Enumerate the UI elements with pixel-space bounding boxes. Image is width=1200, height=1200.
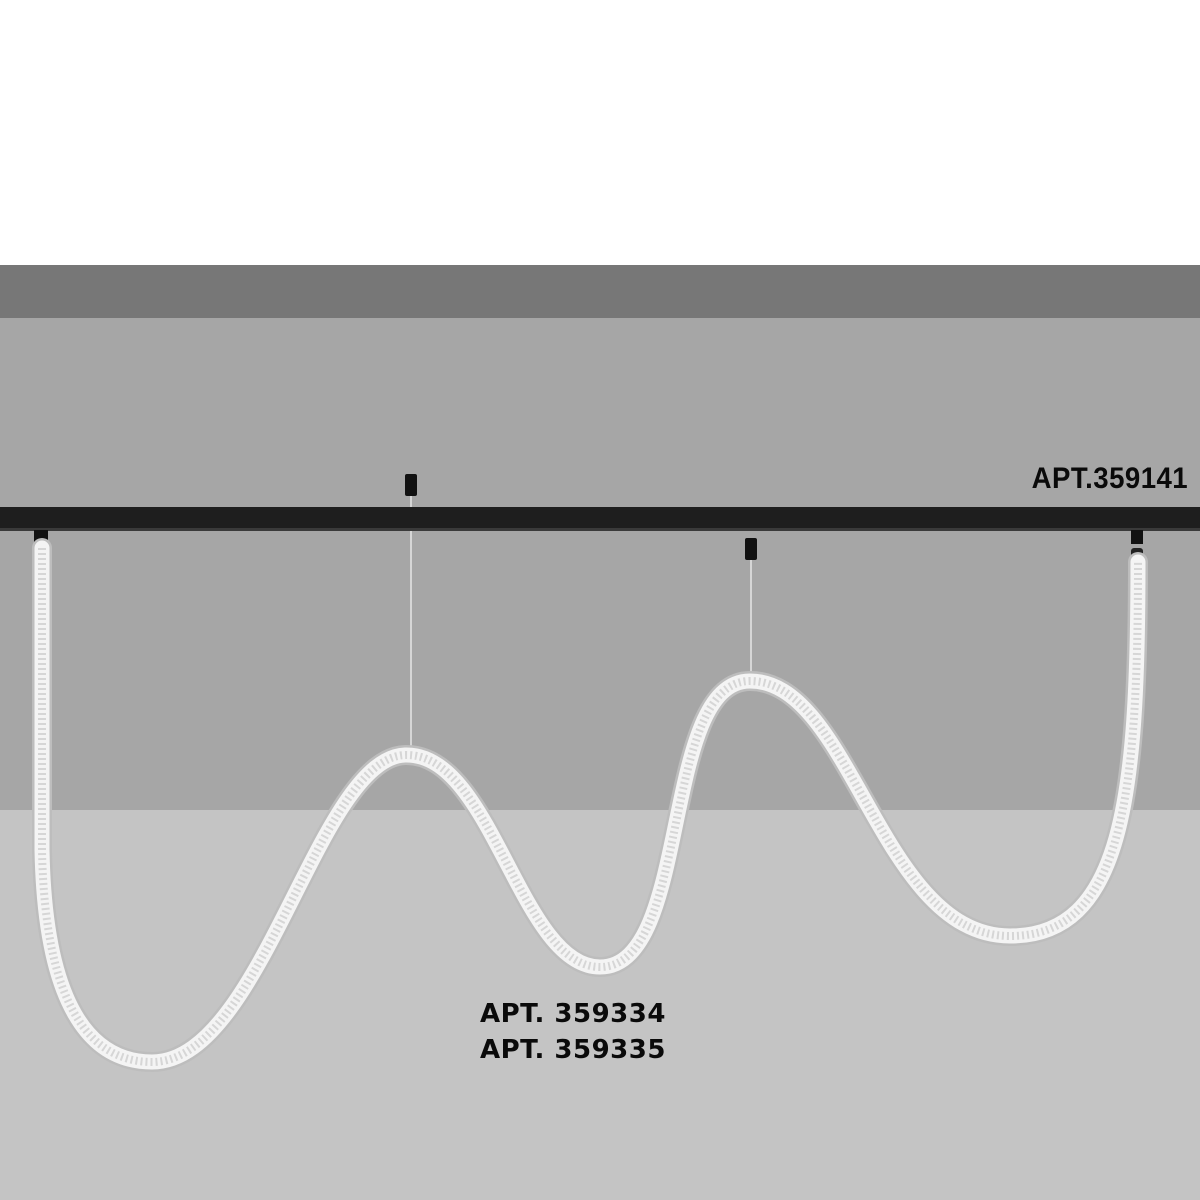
track-rail-edge xyxy=(0,528,1200,531)
ceiling-mount xyxy=(745,538,757,560)
pendant-article-label-2: APT. 359335 xyxy=(480,1035,666,1065)
pendant-article-labels: APT. 359334 APT. 359335 xyxy=(480,996,666,1068)
floor xyxy=(0,810,1200,1200)
track-connector xyxy=(1131,530,1143,544)
ceiling-band xyxy=(0,265,1200,318)
ceiling-mount xyxy=(405,474,417,496)
background-top xyxy=(0,0,1200,265)
rope-texture xyxy=(38,548,1142,1067)
track-rail xyxy=(0,507,1200,531)
wall xyxy=(0,318,1200,810)
track-article-label: APT.359141 xyxy=(1031,462,1188,495)
pendant-article-label-1: APT. 359334 xyxy=(480,999,666,1029)
